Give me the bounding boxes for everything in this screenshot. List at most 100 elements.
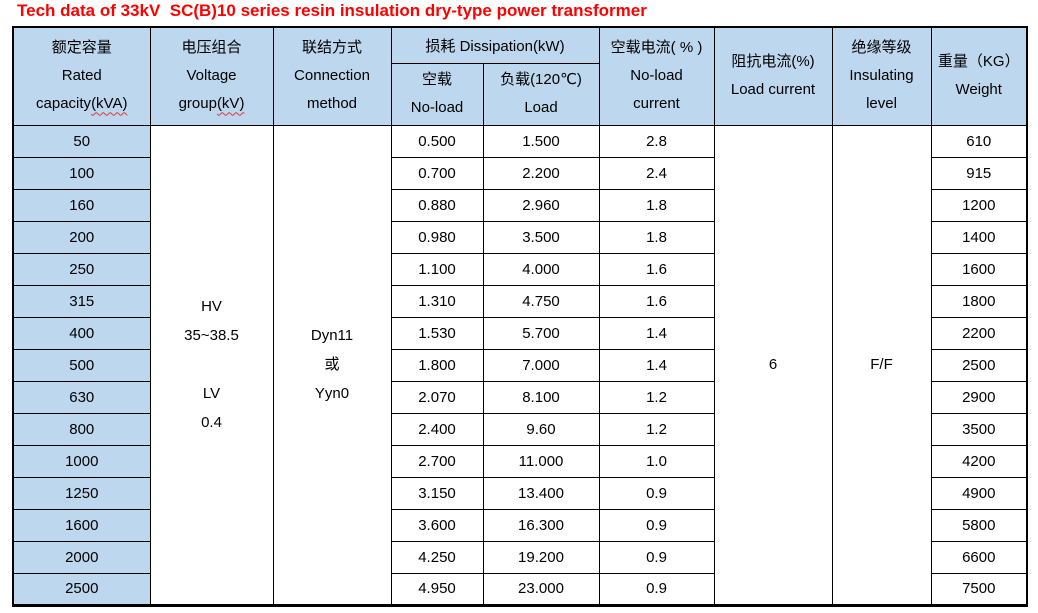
header-connection-method: 联结方式 Connection method xyxy=(272,26,392,126)
header-impedance-current-zh: 阻抗电流(%) xyxy=(731,53,815,71)
no-load-loss-cell: 2.700 xyxy=(390,444,484,478)
header-connection-method-zh: 联结方式 xyxy=(301,39,362,57)
no-load-loss-cell: 3.150 xyxy=(390,476,484,510)
header-voltage-group-en1: Voltage xyxy=(186,67,237,85)
load-loss-cell: 3.500 xyxy=(482,220,600,254)
header-weight-zh: 重量（KG） xyxy=(937,53,1020,71)
header-voltage-group-zh: 电压组合 xyxy=(181,39,242,57)
table-row: 400 1.530 5.700 1.4 2200 xyxy=(12,316,1028,350)
table-row: 100 0.700 2.200 2.4 915 xyxy=(12,156,1028,190)
spellcheck-wavy-underline: (kV) xyxy=(216,95,245,113)
connection-line: Yyn0 xyxy=(314,385,350,402)
no-load-current-cell: 1.4 xyxy=(598,348,715,382)
header-rated-capacity-en2: capacity(kVA) xyxy=(14,90,149,118)
capacity-cell: 315 xyxy=(12,284,151,318)
no-load-current-cell: 1.4 xyxy=(598,316,715,350)
no-load-loss-cell: 4.250 xyxy=(390,540,484,574)
capacity-cell: 2500 xyxy=(12,572,151,606)
table-row: 315 1.310 4.750 1.6 1800 xyxy=(12,284,1028,318)
voltage-group-merged-cell: HV 35~38.5 LV 0.4 xyxy=(149,124,274,606)
weight-cell: 610 xyxy=(930,124,1028,158)
load-loss-cell: 19.200 xyxy=(482,540,600,574)
header-load-loss-en: Load xyxy=(524,99,558,116)
header-rated-capacity-en1: Rated xyxy=(61,67,102,85)
load-loss-cell: 16.300 xyxy=(482,508,600,542)
table-row: 630 2.070 8.100 1.2 2900 xyxy=(12,380,1028,414)
capacity-cell: 50 xyxy=(12,124,151,158)
voltage-line: HV xyxy=(201,298,222,315)
header-rated-capacity-zh: 额定容量 xyxy=(51,39,112,57)
table-row: 2500 4.950 23.000 0.9 7500 xyxy=(12,572,1028,606)
header-row-2: 空载 No-load 负载(120℃) Load xyxy=(13,62,1027,126)
capacity-cell: 1600 xyxy=(12,508,151,542)
no-load-current-cell: 0.9 xyxy=(598,508,715,542)
weight-cell: 2500 xyxy=(930,348,1028,382)
capacity-cell: 200 xyxy=(12,220,151,254)
capacity-cell: 2000 xyxy=(12,540,151,574)
weight-cell: 4200 xyxy=(930,444,1028,478)
no-load-loss-cell: 2.070 xyxy=(390,380,484,414)
header-load-loss: 负载(120℃) Load xyxy=(482,62,600,126)
header-no-load-current-zh: 空载电流( % ) xyxy=(610,39,703,57)
weight-cell: 6600 xyxy=(930,540,1028,574)
capacity-cell: 1000 xyxy=(12,444,151,478)
capacity-cell: 1250 xyxy=(12,476,151,510)
header-rated-capacity: 额定容量 Rated capacity(kVA) xyxy=(12,26,151,126)
header-weight: 重量（KG） Weight xyxy=(930,26,1028,126)
load-loss-cell: 5.700 xyxy=(482,316,600,350)
capacity-cell: 500 xyxy=(12,348,151,382)
no-load-current-cell: 2.8 xyxy=(598,124,715,158)
header-insulating-level-en2: level xyxy=(866,95,897,113)
load-loss-cell: 8.100 xyxy=(482,380,600,414)
weight-cell: 5800 xyxy=(930,508,1028,542)
header-impedance-current: 阻抗电流(%) Load current xyxy=(713,26,833,126)
spellcheck-wavy-underline: (kVA) xyxy=(91,95,128,113)
no-load-current-cell: 1.6 xyxy=(598,284,715,318)
load-loss-cell: 7.000 xyxy=(482,348,600,382)
no-load-loss-cell: 3.600 xyxy=(390,508,484,542)
header-rated-capacity-en2-word: capacity xyxy=(36,95,92,113)
no-load-loss-cell: 1.310 xyxy=(390,284,484,318)
weight-cell: 2900 xyxy=(930,380,1028,414)
no-load-loss-cell: 1.100 xyxy=(390,252,484,286)
no-load-loss-cell: 1.530 xyxy=(390,316,484,350)
no-load-loss-cell: 0.500 xyxy=(390,124,484,158)
header-impedance-current-en: Load current xyxy=(730,81,816,99)
no-load-current-cell: 1.2 xyxy=(598,380,715,414)
header-no-load-loss-en: No-load xyxy=(410,99,464,116)
header-weight-en: Weight xyxy=(955,81,1002,99)
weight-cell: 1800 xyxy=(930,284,1028,318)
header-voltage-group: 电压组合 Voltage group(kV) xyxy=(149,26,274,126)
no-load-loss-cell: 4.950 xyxy=(390,572,484,606)
page-title: Tech data of 33kV SC(B)10 series resin i… xyxy=(17,1,647,20)
load-loss-cell: 1.500 xyxy=(482,124,600,158)
table-row: 1250 3.150 13.400 0.9 4900 xyxy=(12,476,1028,510)
header-no-load-current-en1: No-load xyxy=(630,67,683,85)
header-voltage-group-en2: group(kV) xyxy=(151,90,272,118)
header-insulating-level-zh: 绝缘等级 xyxy=(851,39,912,57)
load-loss-cell: 9.60 xyxy=(482,412,600,446)
no-load-loss-cell: 0.980 xyxy=(390,220,484,254)
no-load-current-cell: 1.2 xyxy=(598,412,715,446)
load-loss-cell: 4.000 xyxy=(482,252,600,286)
weight-cell: 1400 xyxy=(930,220,1028,254)
connection-line: Dyn11 xyxy=(310,327,354,344)
weight-cell: 4900 xyxy=(930,476,1028,510)
connection-line: 或 xyxy=(324,356,340,373)
header-insulating-level: 绝缘等级 Insulating level xyxy=(831,26,932,126)
header-no-load-current-en2: current xyxy=(633,95,680,113)
load-loss-cell: 2.200 xyxy=(482,156,600,190)
voltage-line: 0.4 xyxy=(201,414,222,431)
weight-cell: 7500 xyxy=(930,572,1028,606)
table-row: 50 HV 35~38.5 LV 0.4 Dyn11 或 Yyn0 0.500 … xyxy=(12,124,1028,606)
weight-cell: 3500 xyxy=(930,412,1028,446)
header-connection-method-en1: Connection xyxy=(294,67,370,85)
no-load-current-cell: 1.0 xyxy=(598,444,715,478)
header-dissipation: 损耗 Dissipation(kW) xyxy=(390,26,600,64)
no-load-loss-cell: 1.800 xyxy=(390,348,484,382)
insulating-level-merged-cell: F/F xyxy=(831,124,932,606)
no-load-current-cell: 2.4 xyxy=(598,156,715,190)
capacity-cell: 630 xyxy=(12,380,151,414)
weight-cell: 915 xyxy=(930,156,1028,190)
capacity-cell: 800 xyxy=(12,412,151,446)
